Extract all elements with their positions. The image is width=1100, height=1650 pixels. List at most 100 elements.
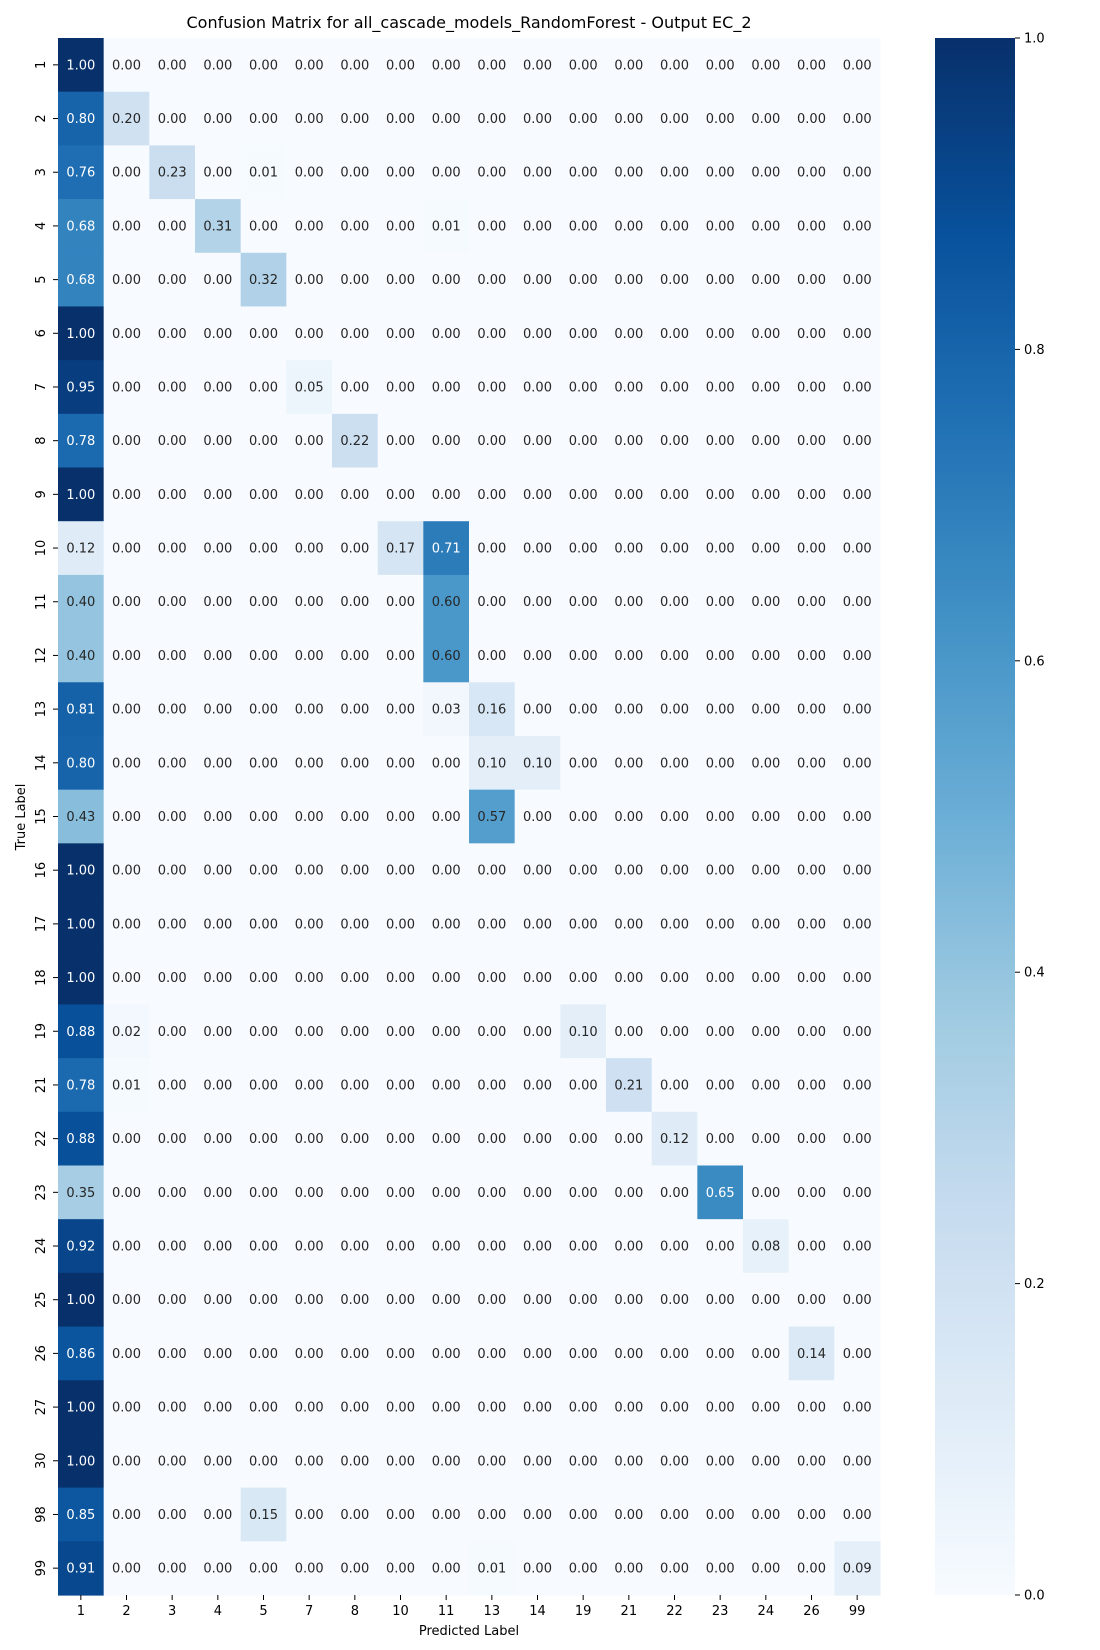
heatmap-cell	[58, 574, 105, 630]
heatmap-cell	[560, 574, 607, 630]
cell-value-label: 0.00	[249, 1078, 278, 1093]
cell-value-label: 0.00	[706, 810, 735, 825]
x-tick-label: 23	[712, 1604, 729, 1619]
cell-value-label: 0.00	[386, 434, 415, 449]
cell-value-label: 0.00	[706, 166, 735, 181]
heatmap-cell	[149, 1380, 196, 1435]
cell-value-label: 0.00	[432, 273, 461, 288]
heatmap-cell	[286, 1111, 333, 1167]
heatmap-cell	[697, 574, 744, 630]
cell-value-label: 0.00	[843, 864, 872, 879]
cell-value-label: 0.00	[249, 1401, 278, 1416]
cell-value-label: 0.00	[158, 1186, 187, 1201]
heatmap-cell	[469, 199, 516, 254]
cell-value-label: 0.00	[386, 1132, 415, 1147]
heatmap-cell	[469, 1272, 516, 1328]
cell-value-label: 0.00	[751, 273, 780, 288]
heatmap-cell	[606, 199, 653, 254]
cell-value-label: 0.00	[432, 1401, 461, 1416]
cell-value-label: 0.80	[66, 756, 95, 771]
cell-value-label: 0.00	[477, 1186, 506, 1201]
heatmap-cell	[834, 735, 881, 791]
heatmap-cell	[103, 467, 150, 522]
cell-value-label: 0.00	[112, 1186, 141, 1201]
cell-value-label: 0.00	[751, 1508, 780, 1523]
heatmap-cell	[58, 1111, 105, 1167]
heatmap-cell	[377, 306, 424, 361]
cell-value-label: 0.00	[249, 649, 278, 664]
heatmap-cell	[697, 199, 744, 254]
cell-value-label: 0.00	[158, 649, 187, 664]
cell-value-label: 0.60	[432, 595, 461, 610]
y-tick-label: 12	[34, 647, 49, 664]
heatmap-cell	[58, 1380, 105, 1435]
colorbar: 0.0 0.2 0.4 0.6 0.8 1.0	[935, 32, 1045, 1604]
heatmap-cell	[423, 1541, 470, 1596]
heatmap-cell	[651, 1004, 698, 1059]
heatmap-cell	[560, 199, 607, 254]
heatmap-cell	[651, 199, 698, 254]
heatmap-cell	[240, 682, 287, 737]
heatmap-cell	[240, 1165, 287, 1220]
cell-value-label: 0.00	[614, 649, 643, 664]
heatmap-cell	[560, 306, 607, 361]
heatmap-cell	[286, 897, 333, 952]
heatmap-cell	[332, 1541, 379, 1596]
heatmap-cell	[469, 897, 516, 952]
x-tick-label: 26	[803, 1604, 820, 1619]
cell-value-label: 0.00	[295, 649, 324, 664]
heatmap-cell	[332, 1433, 379, 1489]
heatmap-cell	[514, 1004, 561, 1059]
cell-value-label: 0.00	[477, 971, 506, 986]
heatmap-cell	[514, 521, 561, 576]
heatmap-cell	[606, 1004, 653, 1059]
cell-value-label: 0.00	[295, 542, 324, 557]
cell-value-label: 0.00	[614, 1132, 643, 1147]
cell-value-label: 0.00	[706, 327, 735, 342]
heatmap-cell	[195, 789, 242, 844]
heatmap-cell	[332, 91, 379, 146]
heatmap-cell	[58, 252, 105, 308]
heatmap-cell	[332, 1380, 379, 1435]
heatmap-cell	[651, 306, 698, 361]
cell-value-label: 0.22	[340, 434, 369, 449]
cell-value-label: 0.00	[158, 1025, 187, 1040]
heatmap-cell	[332, 789, 379, 844]
heatmap-cell	[332, 682, 379, 737]
heatmap-cell	[788, 897, 835, 952]
heatmap-cell	[286, 360, 333, 415]
cell-value-label: 0.00	[477, 219, 506, 234]
cell-value-label: 0.00	[432, 1078, 461, 1093]
heatmap-cell	[606, 789, 653, 844]
cell-value-label: 0.00	[340, 1347, 369, 1362]
cell-value-label: 0.00	[432, 1132, 461, 1147]
cell-value-label: 0.00	[158, 703, 187, 718]
cell-value-label: 0.40	[66, 649, 95, 664]
cell-value-label: 0.00	[432, 864, 461, 879]
cell-value-label: 0.03	[432, 703, 461, 718]
cell-value-label: 0.00	[386, 649, 415, 664]
heatmap-cell	[834, 91, 881, 146]
heatmap-cell	[103, 897, 150, 952]
heatmap-cell	[103, 1219, 150, 1274]
heatmap-cell	[286, 1004, 333, 1059]
cell-value-label: 0.00	[477, 58, 506, 73]
cell-value-label: 0.00	[203, 703, 232, 718]
heatmap-cell	[788, 306, 835, 361]
cell-value-label: 0.00	[843, 1025, 872, 1040]
cell-value-label: 0.00	[112, 1454, 141, 1469]
heatmap-cell	[195, 682, 242, 737]
cell-value-label: 0.00	[203, 1240, 232, 1255]
cell-value-label: 0.10	[569, 1025, 598, 1040]
heatmap-cell	[834, 1487, 881, 1542]
cell-value-label: 0.00	[569, 1132, 598, 1147]
heatmap-cell	[423, 682, 470, 737]
heatmap-cell	[240, 521, 287, 576]
heatmap-cell	[560, 521, 607, 576]
heatmap-cell	[377, 1380, 424, 1435]
cell-value-label: 0.00	[477, 1078, 506, 1093]
cell-value-label: 0.00	[203, 542, 232, 557]
heatmap-cell	[103, 252, 150, 308]
x-tick-label: 13	[484, 1604, 501, 1619]
